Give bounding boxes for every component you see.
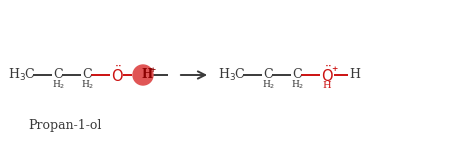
Text: +: +	[330, 65, 337, 73]
Text: H: H	[348, 69, 359, 81]
Text: H$_3$C: H$_3$C	[8, 67, 36, 83]
Text: H: H	[141, 68, 152, 81]
Text: H$_3$C: H$_3$C	[217, 67, 245, 83]
Text: Propan-1-ol: Propan-1-ol	[28, 118, 101, 132]
Text: H$_2$: H$_2$	[81, 79, 94, 91]
Text: $\ddot{\mathrm{O}}$: $\ddot{\mathrm{O}}$	[111, 65, 123, 85]
Text: H$_2$: H$_2$	[262, 79, 275, 91]
Text: H$_2$: H$_2$	[290, 79, 303, 91]
Text: $\ddot{\mathrm{O}}$: $\ddot{\mathrm{O}}$	[320, 65, 333, 85]
Text: C: C	[82, 69, 91, 81]
Text: +: +	[149, 66, 155, 74]
Text: H: H	[321, 81, 330, 90]
Circle shape	[133, 65, 153, 85]
Text: H$_2$: H$_2$	[52, 79, 65, 91]
Text: C: C	[263, 69, 272, 81]
Text: C: C	[291, 69, 301, 81]
Text: C: C	[53, 69, 62, 81]
